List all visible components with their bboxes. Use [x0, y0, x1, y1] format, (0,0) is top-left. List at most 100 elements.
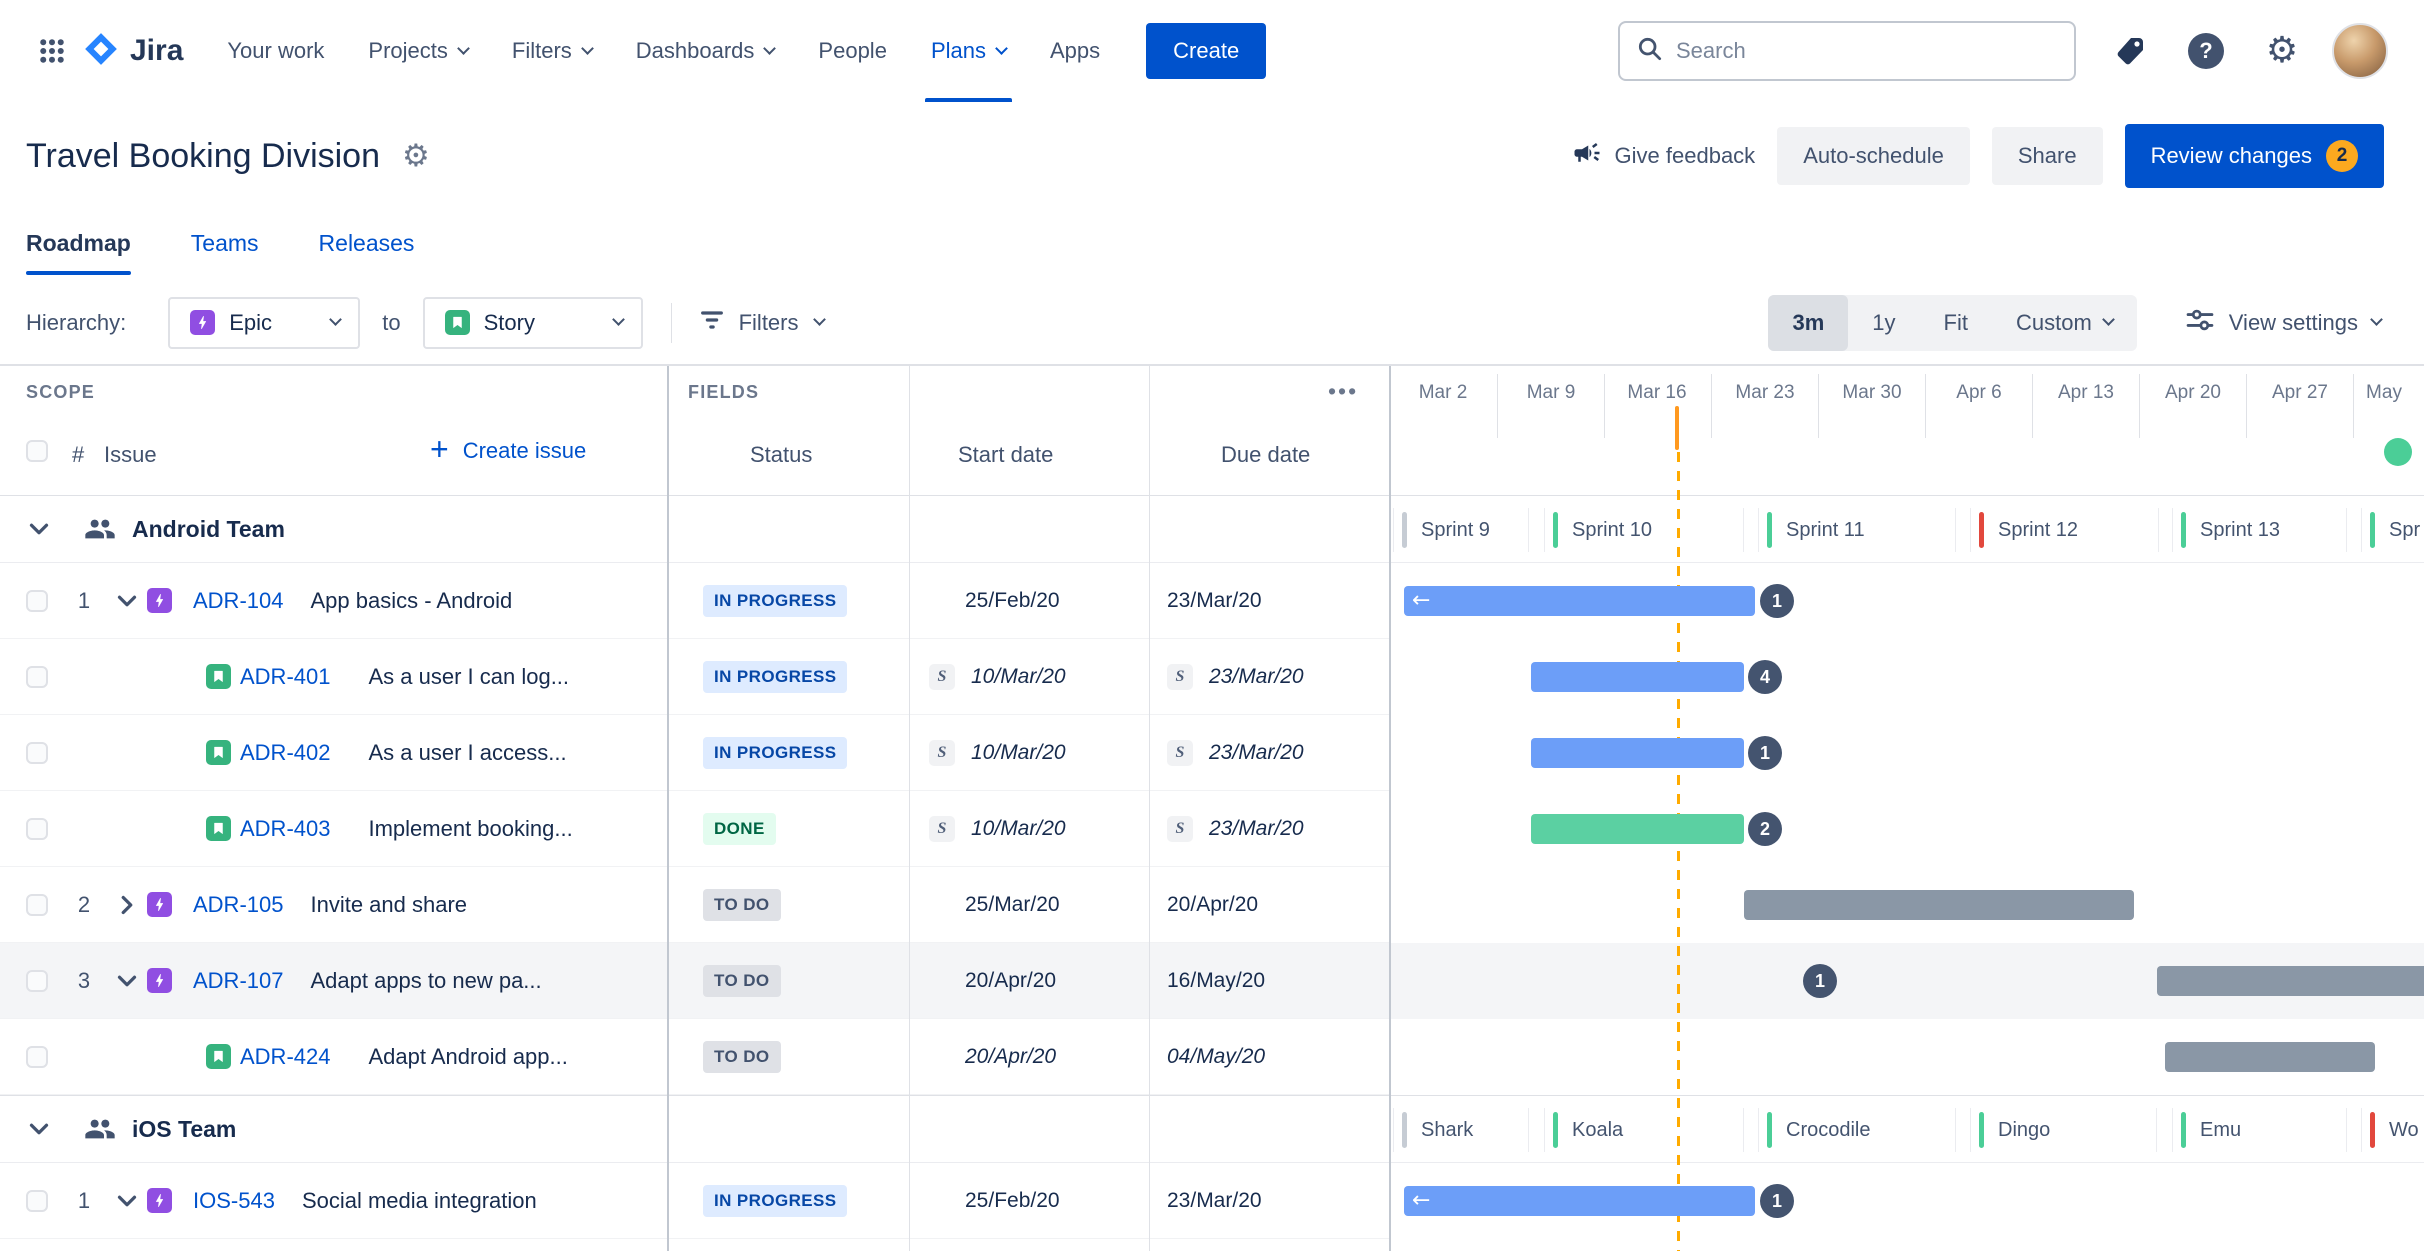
page-title: Travel Booking Division [26, 136, 380, 175]
app-switcher-icon[interactable] [30, 29, 74, 73]
settings-gear-icon[interactable]: ⚙ [2265, 30, 2299, 71]
chevron-right-icon[interactable] [109, 890, 145, 920]
user-avatar[interactable] [2332, 23, 2388, 79]
view-settings-button[interactable]: View settings [2185, 307, 2383, 339]
issue-key-link[interactable]: ADR-401 [240, 663, 331, 689]
status-badge[interactable]: IN PROGRESS [703, 660, 848, 693]
hierarchy-from-select[interactable]: Epic [168, 296, 361, 349]
status-badge[interactable]: IN PROGRESS [703, 1184, 848, 1217]
chevron-down-icon[interactable] [109, 1186, 145, 1216]
nav-dashboards[interactable]: Dashboards [614, 0, 797, 102]
create-button[interactable]: Create [1146, 23, 1267, 79]
status-badge[interactable]: TO DO [703, 1040, 781, 1073]
tab-releases[interactable]: Releases [318, 230, 415, 256]
story-icon [206, 740, 231, 765]
issue-key-link[interactable]: ADR-104 [193, 587, 284, 613]
week-tick [2139, 374, 2140, 438]
chevron-down-icon [580, 41, 594, 55]
search-input[interactable] [1676, 38, 2058, 64]
zoom-fit-button[interactable]: Fit [1920, 295, 1992, 351]
global-search[interactable] [1618, 21, 2076, 81]
issue-key-link[interactable]: IOS-543 [193, 1187, 275, 1213]
column-header-number: # [72, 442, 85, 467]
row-checkbox[interactable] [26, 817, 48, 840]
row-number: 3 [77, 967, 91, 993]
chevron-down-icon [995, 41, 1008, 55]
chevron-down-icon[interactable] [22, 514, 56, 544]
sprint-indicator [1402, 1112, 1407, 1148]
release-marker[interactable] [2384, 438, 2412, 466]
row-checkbox[interactable] [26, 1045, 48, 1068]
issue-key-link[interactable]: ADR-105 [193, 891, 284, 917]
nav-projects[interactable]: Projects [346, 0, 489, 102]
chevron-down-icon[interactable] [22, 1114, 56, 1144]
row-checkbox[interactable] [26, 969, 48, 992]
help-icon[interactable]: ? [2184, 29, 2228, 73]
issue-key-link[interactable]: ADR-107 [193, 967, 284, 993]
bar-count-badge[interactable]: 4 [1748, 660, 1782, 694]
issue-row: 2 ADR-105 Invite and share TO DO 25/Mar/… [0, 867, 2424, 943]
issue-key-link[interactable]: ADR-403 [240, 815, 331, 841]
chevron-down-icon [611, 313, 625, 326]
status-badge[interactable]: IN PROGRESS [703, 736, 848, 769]
auto-schedule-button[interactable]: Auto-schedule [1777, 127, 1970, 185]
zoom-1y-button[interactable]: 1y [1848, 295, 1919, 351]
start-date: 20/Apr/20 [965, 968, 1057, 992]
nav-filters[interactable]: Filters [490, 0, 614, 102]
sprint-header: Emu [2172, 1108, 2347, 1152]
chevron-down-icon[interactable] [109, 586, 145, 616]
week-tick [1497, 374, 1498, 438]
nav-apps[interactable]: Apps [1049, 38, 1101, 63]
bar-count-badge[interactable]: 1 [1760, 1184, 1794, 1218]
nav-your-work[interactable]: Your work [227, 38, 325, 63]
issue-key-link[interactable]: ADR-402 [240, 739, 331, 765]
row-checkbox[interactable] [26, 741, 48, 764]
timeline-bar[interactable] [2157, 966, 2424, 996]
search-icon [1636, 35, 1664, 68]
tag-icon[interactable] [2108, 29, 2152, 73]
create-issue-button[interactable]: + Create issue [430, 431, 587, 467]
panel-timeline-divider[interactable] [1389, 366, 1391, 1251]
chevron-down-icon[interactable] [109, 966, 145, 996]
timeline-bar[interactable]: ← [1404, 1186, 1755, 1216]
sprint-header: Sprint 13 [2172, 508, 2347, 552]
timeline-bar[interactable] [2165, 1042, 2375, 1072]
tab-roadmap[interactable]: Roadmap [26, 206, 131, 281]
jira-logo[interactable]: Jira [82, 30, 183, 73]
bar-count-badge[interactable]: 1 [1803, 964, 1837, 998]
zoom-3m-button[interactable]: 3m [1768, 294, 1849, 351]
status-badge[interactable]: TO DO [703, 888, 781, 921]
timeline-date: Mar 23 [1735, 382, 1795, 403]
status-badge[interactable]: DONE [703, 812, 776, 845]
plan-settings-gear-icon[interactable]: ⚙ [402, 138, 430, 174]
zoom-custom-button[interactable]: Custom [1992, 295, 2137, 351]
tab-teams[interactable]: Teams [190, 230, 259, 256]
due-date: 23/Mar/20 [1167, 1188, 1262, 1212]
row-checkbox[interactable] [26, 893, 48, 916]
row-checkbox[interactable] [26, 1189, 48, 1212]
filters-button[interactable]: Filters [698, 306, 826, 340]
hierarchy-label: Hierarchy: [26, 309, 127, 335]
sprint-indicator [2181, 512, 2186, 548]
fields-more-button[interactable]: ••• [1328, 378, 1359, 404]
row-checkbox[interactable] [26, 589, 48, 612]
status-badge[interactable]: IN PROGRESS [703, 584, 848, 617]
bar-count-badge[interactable]: 2 [1748, 812, 1782, 846]
nav-plans[interactable]: Plans [909, 0, 1028, 102]
row-checkbox[interactable] [26, 665, 48, 688]
timeline-bar[interactable] [1531, 814, 1744, 844]
hierarchy-to-select[interactable]: Story [422, 296, 643, 349]
nav-people[interactable]: People [818, 38, 887, 63]
issue-key-link[interactable]: ADR-424 [240, 1043, 331, 1069]
review-changes-button[interactable]: Review changes 2 [2124, 124, 2384, 188]
timeline-bar[interactable] [1531, 662, 1744, 692]
timeline-bar[interactable] [1531, 738, 1744, 768]
give-feedback-button[interactable]: Give feedback [1572, 138, 1755, 174]
bar-count-badge[interactable]: 1 [1748, 736, 1782, 770]
select-all-checkbox[interactable] [26, 440, 48, 462]
bar-count-badge[interactable]: 1 [1760, 584, 1794, 618]
timeline-bar[interactable] [1744, 890, 2134, 920]
timeline-bar[interactable]: ← [1404, 586, 1755, 616]
share-button[interactable]: Share [1991, 127, 2103, 185]
status-badge[interactable]: TO DO [703, 964, 781, 997]
